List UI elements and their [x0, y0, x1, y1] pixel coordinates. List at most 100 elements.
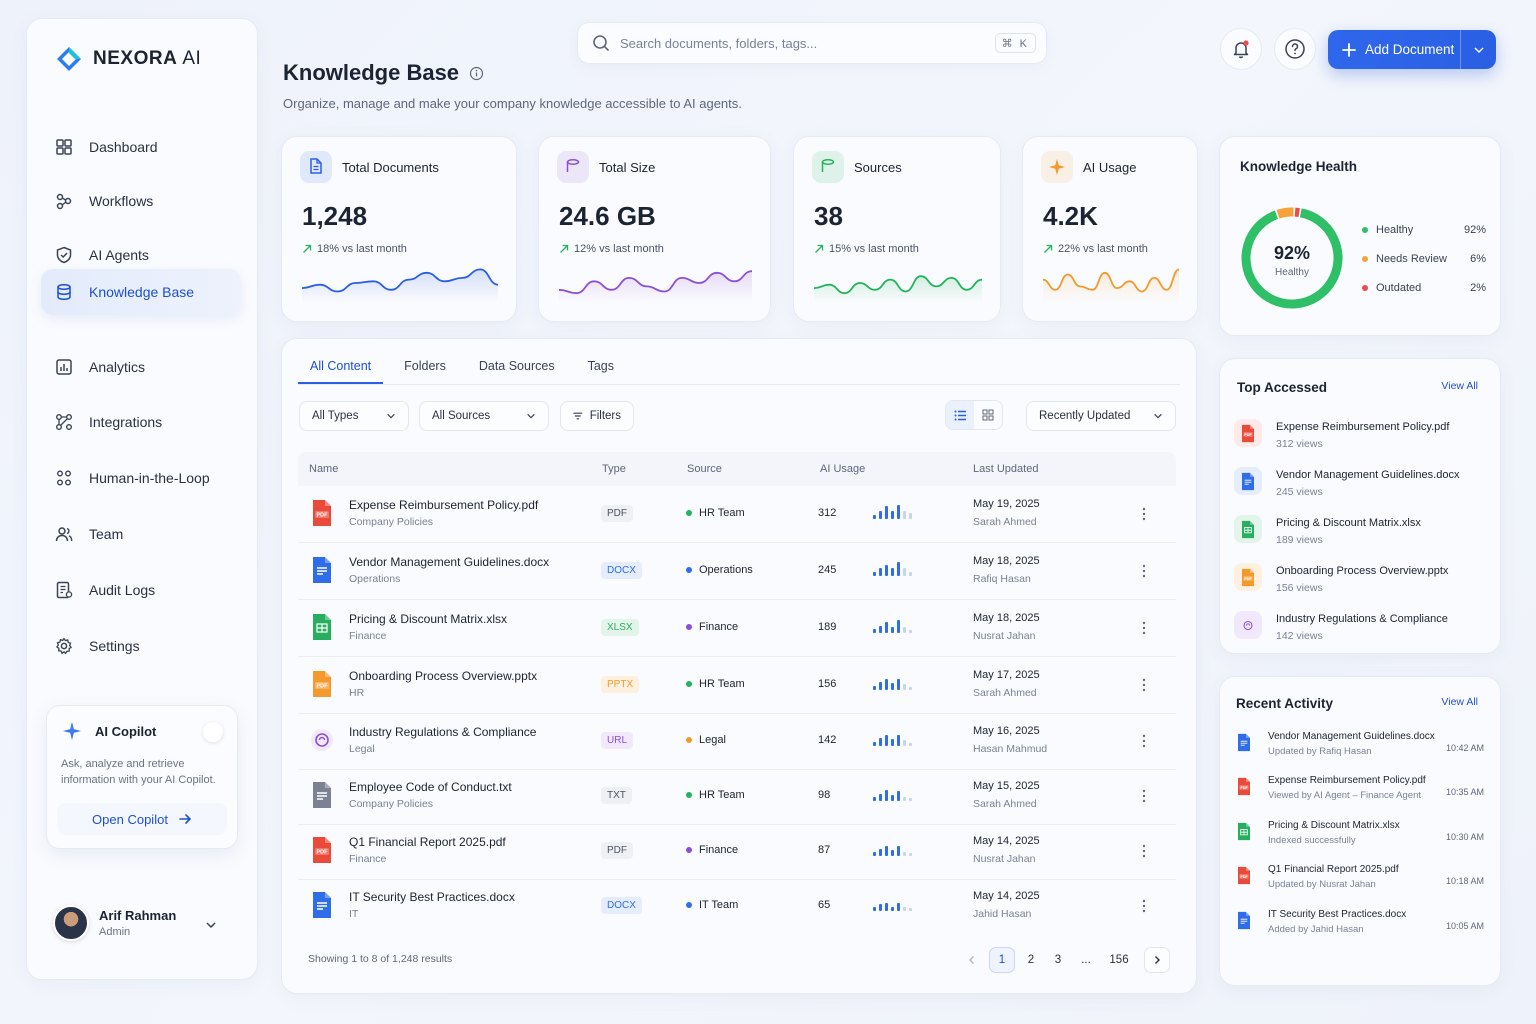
more-vertical-icon[interactable]	[1140, 561, 1148, 581]
sidebar-item-label: Human-in-the-Loop	[89, 470, 210, 486]
sidebar-item-ai-agents[interactable]: AI Agents	[41, 232, 241, 278]
usage-bar	[897, 620, 900, 633]
activity-item[interactable]: IT Security Best Practices.docx Added by …	[1234, 909, 1484, 945]
ai-copilot-card: AI Copilot Ask, analyze and retrieve inf…	[46, 705, 238, 849]
sidebar-item-settings[interactable]: Settings	[41, 623, 241, 669]
source-filter-select[interactable]: All Sources	[419, 401, 549, 431]
activity-item[interactable]: Vendor Management Guidelines.docx Updated…	[1234, 731, 1484, 767]
page-button[interactable]: 156	[1109, 954, 1129, 966]
activity-item[interactable]: Pricing & Discount Matrix.xlsx Indexed su…	[1234, 820, 1484, 856]
nexora-logo-icon	[57, 47, 81, 71]
table-row[interactable]: Employee Code of Conduct.txt Company Poli…	[298, 768, 1176, 825]
file-name[interactable]: Employee Code of Conduct.txt	[349, 780, 512, 794]
list-view-button[interactable]	[946, 401, 974, 429]
sort-select[interactable]: Recently Updated	[1026, 401, 1176, 431]
help-button[interactable]	[1274, 28, 1316, 70]
page-button[interactable]: 3	[1054, 954, 1062, 966]
usage-bar	[909, 687, 912, 690]
column-header-type[interactable]: Type	[602, 463, 626, 475]
file-name[interactable]: Onboarding Process Overview.pptx	[349, 669, 538, 683]
open-copilot-button[interactable]: Open Copilot	[57, 803, 227, 835]
usage-bar	[903, 797, 906, 801]
grid-icon	[55, 138, 73, 156]
stat-value: 4.2K	[1043, 201, 1098, 231]
table-row[interactable]: PDF Expense Reimbursement Policy.pdf Compa…	[298, 486, 1176, 543]
activity-item[interactable]: PDF Expense Reimbursement Policy.pdf Viewe…	[1234, 775, 1484, 811]
prev-page-button[interactable]	[959, 947, 985, 973]
table-row[interactable]: IT Security Best Practices.docx IT DOCX IT …	[298, 878, 1176, 935]
column-header-last-updated[interactable]: Last Updated	[973, 463, 1039, 475]
more-vertical-icon[interactable]	[1140, 786, 1148, 806]
user-menu[interactable]: Arif Rahman Admin	[53, 905, 223, 941]
column-header-ai-usage[interactable]: AI Usage	[820, 463, 866, 475]
last-updated-date: May 14, 2025	[973, 890, 1040, 902]
top-accessed-item[interactable]: Vendor Management Guidelines.docx 245 vie…	[1234, 467, 1459, 498]
activity-item[interactable]: PDF Q1 Financial Report 2025.pdf Updated b…	[1234, 864, 1484, 900]
open-copilot-label: Open Copilot	[92, 811, 168, 827]
sidebar-item-analytics[interactable]: Analytics	[41, 344, 241, 390]
top-accessed-item[interactable]: PDF Onboarding Process Overview.pptx 156 v…	[1234, 563, 1448, 594]
add-document-button[interactable]: Add Document	[1328, 30, 1496, 69]
file-name[interactable]: IT Security Best Practices.docx	[349, 890, 515, 904]
pdf-file-icon: PDF	[1236, 866, 1252, 890]
usage-bar	[885, 679, 888, 690]
stat-delta: 12% vs last month	[559, 243, 664, 255]
table-row[interactable]: Vendor Management Guidelines.docx Operati…	[298, 543, 1176, 600]
sidebar-item-human-in-the-loop[interactable]: Human-in-the-Loop	[41, 455, 241, 501]
top-accessed-item[interactable]: Industry Regulations & Compliance 142 vie…	[1234, 611, 1448, 642]
next-page-button[interactable]	[1144, 947, 1170, 973]
notifications-button[interactable]	[1220, 28, 1262, 70]
column-header-name[interactable]: Name	[309, 463, 339, 475]
tab-data-sources[interactable]: Data Sources	[478, 359, 555, 373]
more-vertical-icon[interactable]	[1140, 504, 1148, 524]
file-name[interactable]: Vendor Management Guidelines.docx	[349, 555, 550, 569]
sidebar-item-audit-logs[interactable]: Audit Logs	[41, 567, 241, 613]
page-button[interactable]: 1	[989, 947, 1015, 973]
sidebar-item-dashboard[interactable]: Dashboard	[41, 124, 241, 170]
table-row[interactable]: PDF Onboarding Process Overview.pptx HR PPT…	[298, 657, 1176, 714]
info-icon[interactable]	[469, 66, 484, 81]
column-header-source[interactable]: Source	[687, 463, 722, 475]
trend-up-icon	[560, 244, 569, 253]
top-accessed-item[interactable]: PDF Expense Reimbursement Policy.pdf 312 v…	[1234, 419, 1449, 450]
sidebar-item-workflows[interactable]: Workflows	[41, 178, 241, 224]
copilot-toggle[interactable]	[203, 722, 223, 742]
file-name[interactable]: Q1 Financial Report 2025.pdf	[349, 835, 506, 849]
grid-view-button[interactable]	[974, 401, 1002, 429]
tab-tags[interactable]: Tags	[587, 359, 614, 373]
file-name[interactable]: Industry Regulations & Compliance	[349, 725, 537, 739]
more-vertical-icon[interactable]	[1140, 731, 1148, 751]
table-row[interactable]: PDF Q1 Financial Report 2025.pdf Finance PD…	[298, 823, 1176, 880]
file-name[interactable]: Expense Reimbursement Policy.pdf	[349, 498, 539, 512]
recent-activity-view-all-link[interactable]: View All	[1441, 696, 1478, 708]
add-document-dropdown[interactable]	[1460, 30, 1496, 69]
sidebar-item-knowledge-base[interactable]: Knowledge Base	[41, 269, 241, 315]
results-summary: Showing 1 to 8 of 1,248 results	[308, 953, 453, 965]
top-accessed-view-all-link[interactable]: View All	[1441, 380, 1478, 392]
sidebar-item-team[interactable]: Team	[41, 511, 241, 557]
usage-bar	[897, 679, 900, 690]
more-vertical-icon[interactable]	[1140, 896, 1148, 916]
tab-all-content[interactable]: All Content	[298, 351, 384, 384]
content-tabs: All Content Folders Data Sources Tags	[298, 351, 635, 384]
tab-folders[interactable]: Folders	[404, 359, 446, 373]
top-accessed-item[interactable]: Pricing & Discount Matrix.xlsx 189 views	[1234, 515, 1421, 546]
filters-button[interactable]: Filters	[560, 401, 634, 431]
sidebar-item-label: Workflows	[89, 193, 154, 209]
table-row[interactable]: Pricing & Discount Matrix.xlsx Finance XLS…	[298, 600, 1176, 657]
usage-bar	[885, 790, 888, 801]
search-input[interactable]	[620, 35, 990, 51]
table-row[interactable]: Industry Regulations & Compliance Legal UR…	[298, 713, 1176, 770]
usage-bar	[873, 572, 876, 576]
sidebar-item-integrations[interactable]: Integrations	[41, 399, 241, 445]
more-vertical-icon[interactable]	[1140, 675, 1148, 695]
more-vertical-icon[interactable]	[1140, 618, 1148, 638]
more-vertical-icon[interactable]	[1140, 841, 1148, 861]
add-document-main[interactable]: Add Document	[1328, 30, 1460, 69]
stat-card-total-size: Total Size 24.6 GB 12% vs last month	[538, 136, 771, 322]
page-button[interactable]: 2	[1027, 954, 1035, 966]
type-filter-select[interactable]: All Types	[299, 401, 409, 431]
last-updated-by: Sarah Ahmed	[973, 687, 1037, 699]
file-name[interactable]: Pricing & Discount Matrix.xlsx	[349, 612, 508, 626]
brand-logo[interactable]: NEXORA AI	[55, 45, 201, 73]
